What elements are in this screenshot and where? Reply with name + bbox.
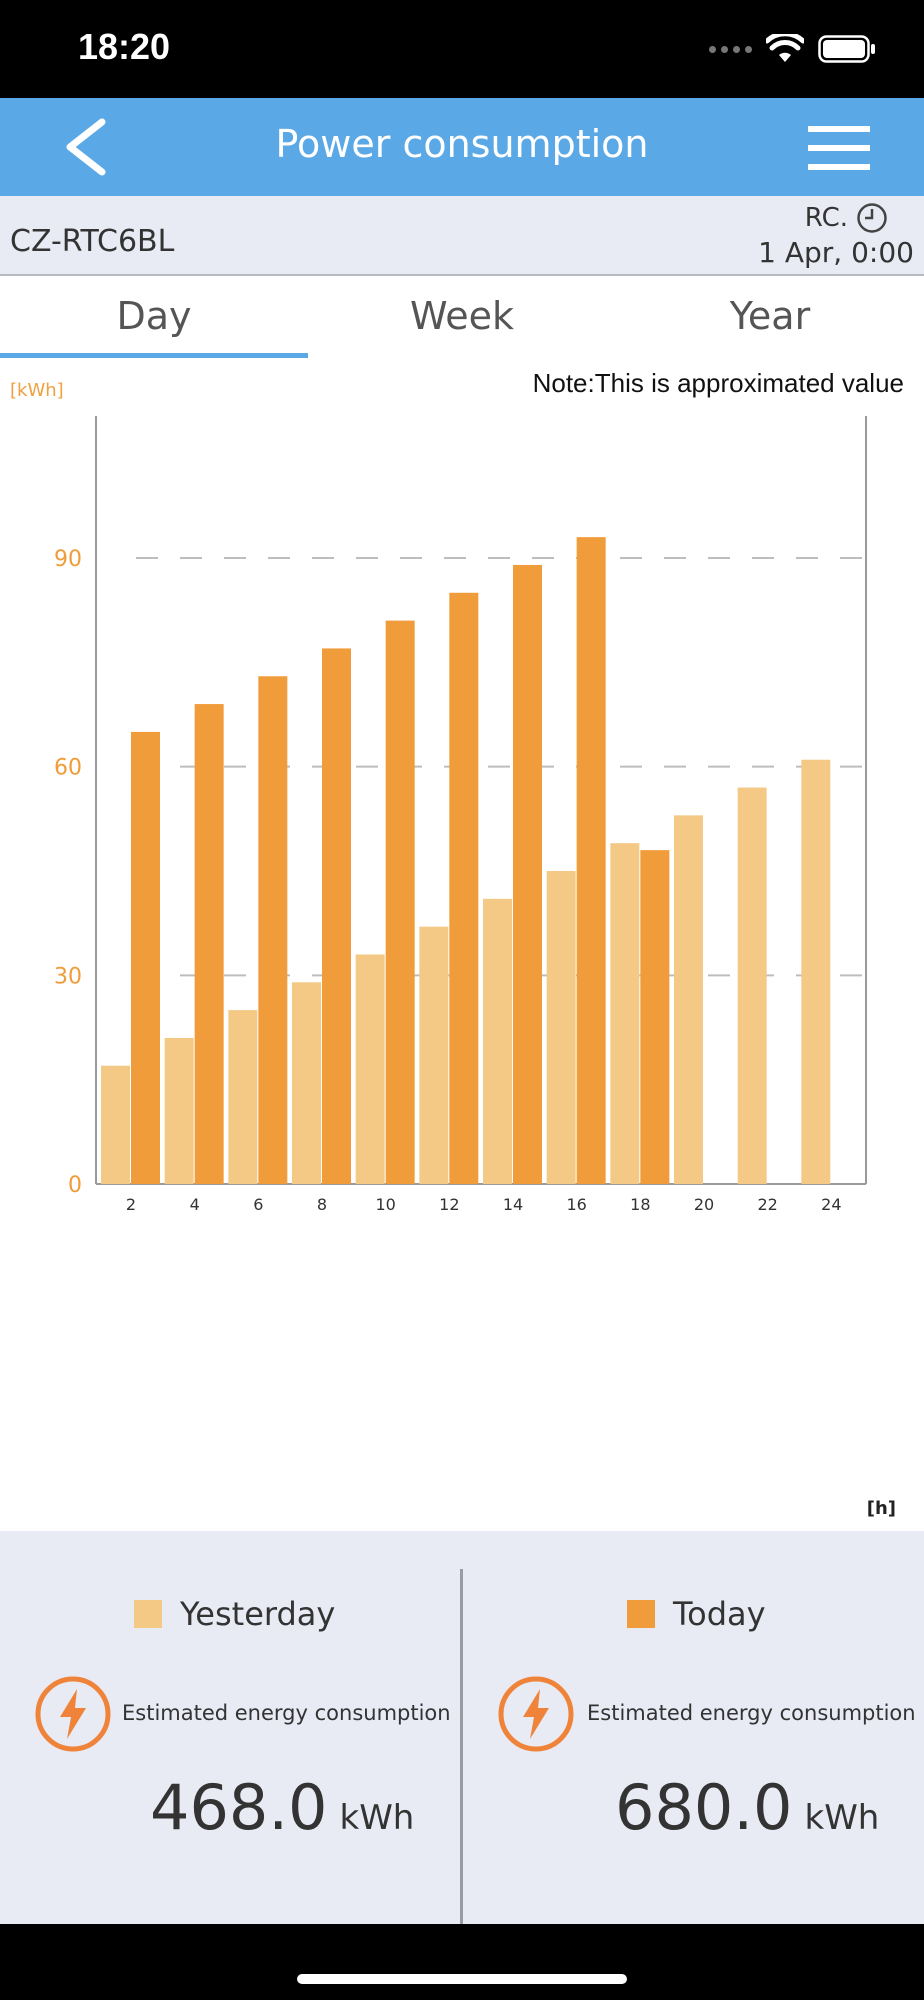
bar-today <box>258 676 288 1184</box>
bar-today <box>194 704 224 1184</box>
device-datetime: 1 Apr, 0:00 <box>758 236 914 269</box>
bar-today <box>640 850 670 1184</box>
value-yesterday: 468.0 kWh <box>150 1771 414 1844</box>
bar-yesterday <box>355 954 385 1184</box>
bar-today <box>576 537 606 1184</box>
energy-bolt-icon <box>498 1676 574 1752</box>
device-info-bar: CZ-RTC6BL RC. 1 Apr, 0:00 <box>0 196 924 276</box>
bar-yesterday <box>737 787 767 1184</box>
bar-yesterday <box>483 898 512 1184</box>
battery-icon <box>818 35 875 63</box>
bar-today <box>385 620 415 1184</box>
legend-yesterday-label: Yesterday <box>180 1595 336 1633</box>
x-tick-label: 24 <box>821 1195 841 1214</box>
clock-icon <box>857 203 887 233</box>
legend-yesterday: Yesterday <box>134 1595 335 1633</box>
device-name: CZ-RTC6BL <box>10 224 175 259</box>
x-tick-label: 8 <box>317 1195 327 1214</box>
today-panel: Today Estimated energy consumption 680.0… <box>463 1531 923 1924</box>
x-tick-label: 10 <box>375 1195 395 1214</box>
tab-week[interactable]: Week <box>409 294 515 338</box>
page-title: Power consumption <box>275 122 649 166</box>
x-axis-unit: [h] <box>866 1498 896 1519</box>
bar-today <box>131 731 160 1184</box>
bar-yesterday <box>546 871 576 1184</box>
y-tick-label: 60 <box>54 756 82 781</box>
bar-today <box>513 564 542 1184</box>
wifi-icon <box>766 34 804 62</box>
legend-today-label: Today <box>673 1595 766 1633</box>
nav-bar: Power consumption <box>0 98 924 196</box>
value-yesterday-number: 468.0 <box>150 1771 328 1844</box>
yesterday-swatch <box>134 1600 162 1628</box>
yesterday-panel: Yesterday Estimated energy consumption 4… <box>0 1531 460 1924</box>
x-tick-label: 6 <box>253 1195 263 1214</box>
energy-bolt-icon <box>35 1676 111 1752</box>
bar-today <box>449 592 479 1184</box>
home-bar-area <box>0 1924 924 2000</box>
value-today-number: 680.0 <box>615 1771 793 1844</box>
bar-today <box>322 648 351 1184</box>
y-tick-label: 90 <box>54 547 82 572</box>
main-content: Day Week Year [kWh] Note:This is approxi… <box>0 276 924 1531</box>
value-yesterday-unit: kWh <box>339 1798 415 1838</box>
legend-today: Today <box>627 1595 766 1633</box>
x-tick-label: 16 <box>566 1195 586 1214</box>
menu-icon[interactable] <box>808 126 870 170</box>
rc-label: RC. <box>804 203 848 233</box>
back-button[interactable] <box>58 116 118 178</box>
status-bar: 18:20 <box>0 0 924 98</box>
summary-divider <box>460 1569 463 1924</box>
bar-yesterday <box>292 982 321 1184</box>
bar-yesterday <box>419 926 449 1184</box>
bar-yesterday <box>228 1010 258 1184</box>
tab-year[interactable]: Year <box>729 294 811 338</box>
x-tick-label: 22 <box>757 1195 777 1214</box>
y-tick-label: 30 <box>54 964 82 989</box>
x-tick-label: 4 <box>190 1195 200 1214</box>
bar-yesterday <box>164 1037 194 1184</box>
value-today-unit: kWh <box>804 1798 880 1838</box>
y-tick-label: 0 <box>68 1173 82 1198</box>
status-time: 18:20 <box>78 26 171 67</box>
status-icons <box>709 34 876 64</box>
y-axis-unit: [kWh] <box>10 380 64 401</box>
rc-row: RC. <box>805 202 888 234</box>
bar-yesterday <box>101 1065 130 1184</box>
period-tabs: Day Week Year <box>0 276 924 358</box>
today-swatch <box>627 1600 655 1628</box>
x-tick-label: 2 <box>126 1195 136 1214</box>
signal-icon <box>709 45 752 53</box>
home-indicator[interactable] <box>297 1974 627 1984</box>
estimated-label-yesterday: Estimated energy consumption <box>122 1701 451 1725</box>
bar-yesterday <box>674 815 703 1184</box>
x-tick-label: 18 <box>630 1195 650 1214</box>
x-tick-label: 12 <box>439 1195 459 1214</box>
estimated-label-today: Estimated energy consumption <box>587 1701 916 1725</box>
bar-yesterday <box>801 759 831 1184</box>
value-today: 680.0 kWh <box>615 1771 879 1844</box>
x-tick-label: 14 <box>503 1195 523 1214</box>
summary-panel: Yesterday Estimated energy consumption 4… <box>0 1531 924 1924</box>
bar-yesterday <box>610 843 640 1184</box>
approximation-note: Note:This is approximated value <box>532 368 904 398</box>
tab-day[interactable]: Day <box>0 276 308 358</box>
x-tick-label: 20 <box>694 1195 714 1214</box>
